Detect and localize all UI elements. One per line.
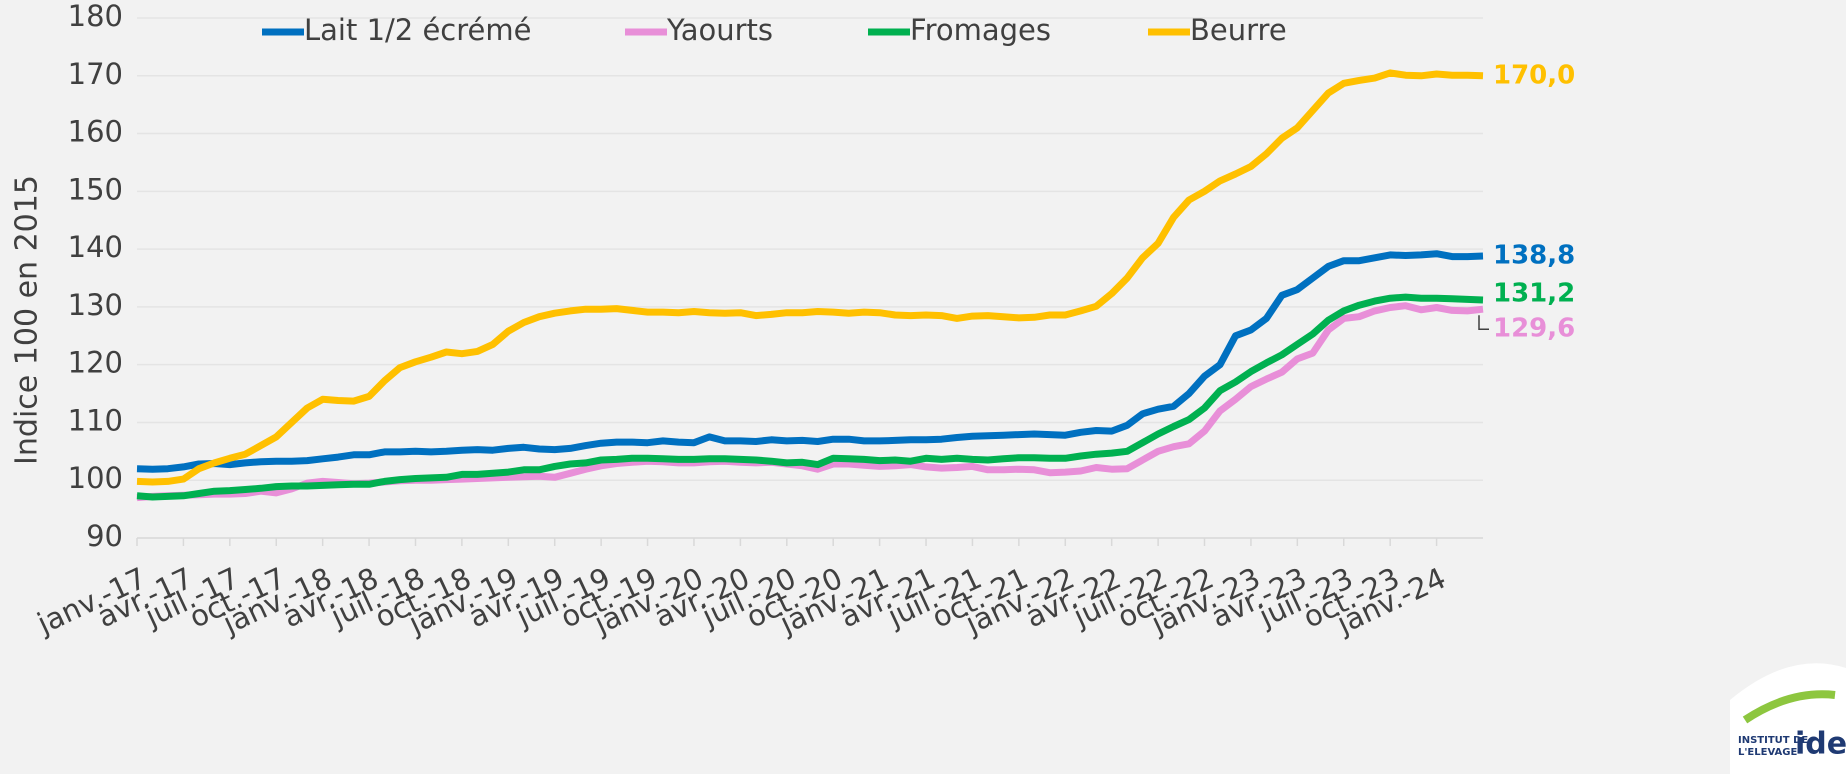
line-series bbox=[136, 250, 1484, 473]
y-axis-label: Indice 100 en 2015 bbox=[10, 175, 45, 465]
end-label: 170,0 bbox=[1493, 60, 1575, 90]
logo-swoosh bbox=[1742, 690, 1836, 724]
line-series bbox=[136, 69, 1484, 486]
y-tick-label: 150 bbox=[68, 172, 123, 206]
y-tick-label: 120 bbox=[68, 346, 123, 380]
legend-item: Lait 1/2 écrémé bbox=[262, 13, 531, 47]
y-tick-label: 130 bbox=[68, 288, 123, 322]
y-tick-label: 100 bbox=[68, 461, 123, 495]
y-tick-label: 160 bbox=[68, 115, 123, 149]
end-label: 138,8 bbox=[1493, 241, 1575, 271]
line-series bbox=[136, 293, 1484, 501]
legend-item: Beurre bbox=[1148, 13, 1287, 47]
y-tick-label: 90 bbox=[86, 519, 123, 553]
legend-item: Fromages bbox=[868, 13, 1051, 47]
y-tick-label: 170 bbox=[68, 57, 123, 91]
logo-brand: idele bbox=[1795, 727, 1846, 762]
y-tick-label: 110 bbox=[68, 403, 123, 437]
end-label: 131,2 bbox=[1493, 278, 1575, 308]
logo-text: L'ELEVAGE bbox=[1738, 747, 1797, 758]
legend-item: Yaourts bbox=[625, 13, 773, 47]
logo: INSTITUT DE L'ELEVAGE idele bbox=[1730, 663, 1846, 774]
legend-label: Lait 1/2 écrémé bbox=[304, 13, 531, 47]
leader-line bbox=[1478, 315, 1489, 330]
legend-label: Fromages bbox=[910, 13, 1051, 47]
logo-text: INSTITUT DE bbox=[1738, 735, 1808, 746]
end-label: 129,6 bbox=[1493, 314, 1575, 344]
legend-label: Yaourts bbox=[666, 13, 773, 47]
y-tick-label: 180 bbox=[68, 0, 123, 33]
y-tick-label: 140 bbox=[68, 230, 123, 264]
legend-label: Beurre bbox=[1190, 13, 1287, 47]
